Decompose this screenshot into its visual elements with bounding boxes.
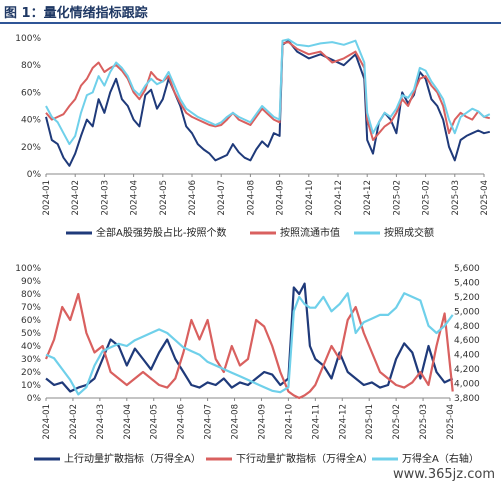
x-tick-label: 2024-07 xyxy=(217,180,227,216)
legend-label: 上行动量扩散指标（万得全A） xyxy=(64,452,201,465)
chart-momentum-diffusion: 0% 10% 20% 30% 40% 50% 60% 70% 80% 90% 100% 3,800 4,… xyxy=(15,264,480,465)
x-tick-label: 2024-02 xyxy=(71,180,81,216)
series-line-2 xyxy=(44,292,454,400)
y-right-tick-label: 4,000 xyxy=(454,380,480,390)
x-tick-label: 2025-03 xyxy=(419,404,429,440)
series-line-2 xyxy=(45,41,491,141)
x-tick-label: 2025-04 xyxy=(446,404,456,440)
x-tick-label: 2024-10 xyxy=(284,404,294,440)
y-right-tick-label: 4,600 xyxy=(454,336,480,346)
legend-label: 万得全A（右轴） xyxy=(402,452,479,465)
x-tick-label: 2024-04 xyxy=(130,180,140,216)
legend-label: 全部A股强势股占比-按照个数 xyxy=(96,226,226,239)
x-tick-label: 2024-01 xyxy=(42,180,52,216)
x-tick-label: 2024-09 xyxy=(276,180,286,216)
x-tick-label: 2024-03 xyxy=(96,404,106,440)
y-right-tick-label: 5,600 xyxy=(454,264,480,274)
y-left-tick-label: 30% xyxy=(21,355,41,365)
series-line-1 xyxy=(45,39,491,167)
y-left-tick-label: 0% xyxy=(27,394,42,404)
y-tick-label: 100% xyxy=(15,34,41,44)
y-right-tick-label: 4,200 xyxy=(454,365,480,375)
y-tick-label: 40% xyxy=(21,116,41,126)
x-tick-label: 2024-06 xyxy=(177,404,187,440)
y-left-tick-label: 50% xyxy=(21,329,41,339)
legend-label: 按照流通市值 xyxy=(280,226,340,239)
x-tick-label: 2024-07 xyxy=(204,404,214,440)
x-tick-label: 2025-04 xyxy=(480,180,490,216)
x-tick-label: 2024-08 xyxy=(231,404,241,440)
y-left-tick-label: 40% xyxy=(21,342,41,352)
x-tick-label: 2024-02 xyxy=(69,404,79,440)
y-left-tick-label: 70% xyxy=(21,303,41,313)
y-right-tick-label: 5,200 xyxy=(454,293,480,303)
series-line-1 xyxy=(45,282,454,393)
series-line-3 xyxy=(45,292,454,396)
page-title: 图 1：量化情绪指标跟踪 xyxy=(4,6,148,21)
x-tick-label: 2024-08 xyxy=(246,180,256,216)
x-tick-label: 2025-01 xyxy=(365,404,375,440)
y-left-tick-label: 10% xyxy=(21,381,41,391)
x-tick-label: 2024-05 xyxy=(159,180,169,216)
y-tick-label: 60% xyxy=(21,88,41,98)
y-tick-label: 20% xyxy=(21,143,41,153)
x-tick-label: 2024-05 xyxy=(150,404,160,440)
title-divider xyxy=(0,22,501,24)
y-left-tick-label: 100% xyxy=(15,264,41,274)
x-tick-label: 2024-12 xyxy=(338,404,348,440)
x-tick-label: 2024-11 xyxy=(311,404,321,440)
x-tick-label: 2024-03 xyxy=(100,180,110,216)
x-tick-label: 2024-09 xyxy=(257,404,267,440)
x-tick-label: 2025-02 xyxy=(392,404,402,440)
y-right-tick-label: 4,400 xyxy=(454,351,480,361)
y-right-tick-label: 5,400 xyxy=(454,278,480,288)
x-tick-label: 2025-02 xyxy=(392,180,402,216)
chart-strong-stock-ratio: 0% 20% 40% 60% 80% 100% 2024-01 2024-02 2024-03 2… xyxy=(15,34,491,239)
x-tick-label: 2024-12 xyxy=(334,180,344,216)
y-tick-label: 80% xyxy=(21,61,41,71)
x-tick-label: 2024-01 xyxy=(42,404,52,440)
y-right-tick-label: 5,000 xyxy=(454,307,480,317)
y-left-tick-label: 20% xyxy=(21,368,41,378)
y-tick-label: 0% xyxy=(27,170,42,180)
legend-label: 按照成交额 xyxy=(384,226,434,239)
series-line-3 xyxy=(45,38,491,146)
x-tick-label: 2025-02 xyxy=(422,180,432,216)
y-right-tick-label: 4,800 xyxy=(454,322,480,332)
x-tick-label: 2025-03 xyxy=(451,180,461,216)
y-left-tick-label: 80% xyxy=(21,290,41,300)
y-right-tick-label: 3,800 xyxy=(454,394,480,404)
x-tick-label: 2024-12 xyxy=(363,180,373,216)
y-left-tick-label: 90% xyxy=(21,277,41,287)
x-tick-label: 2024-06 xyxy=(188,180,198,216)
x-tick-label: 2024-04 xyxy=(123,404,133,440)
y-left-tick-label: 60% xyxy=(21,316,41,326)
x-tick-label: 2024-10 xyxy=(305,180,315,216)
watermark: www.365jz.com xyxy=(393,467,495,482)
legend-label: 下行动量扩散指标（万得全A） xyxy=(236,452,373,465)
